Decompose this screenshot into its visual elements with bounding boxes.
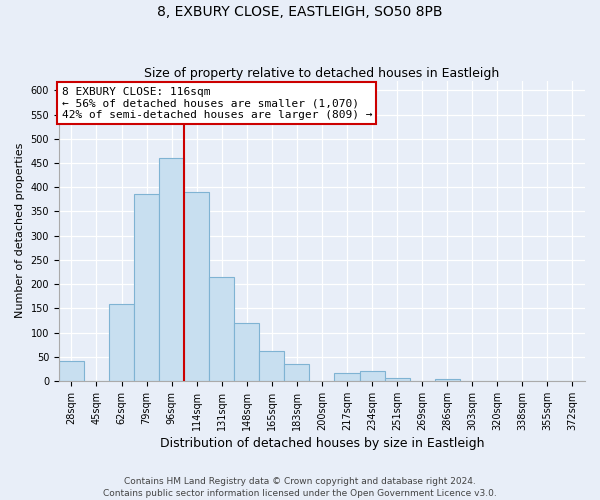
Text: 8 EXBURY CLOSE: 116sqm
← 56% of detached houses are smaller (1,070)
42% of semi-: 8 EXBURY CLOSE: 116sqm ← 56% of detached… [62,86,372,120]
Bar [59,360,84,381]
Bar [434,378,460,381]
Bar [385,378,410,381]
Bar [184,192,209,381]
Bar [134,194,159,381]
Bar [284,364,310,381]
Text: 8, EXBURY CLOSE, EASTLEIGH, SO50 8PB: 8, EXBURY CLOSE, EASTLEIGH, SO50 8PB [157,5,443,19]
Text: Contains HM Land Registry data © Crown copyright and database right 2024.
Contai: Contains HM Land Registry data © Crown c… [103,476,497,498]
Bar [159,158,184,381]
Bar [359,372,385,381]
Bar [259,351,284,381]
Title: Size of property relative to detached houses in Eastleigh: Size of property relative to detached ho… [145,66,500,80]
Bar [109,304,134,381]
X-axis label: Distribution of detached houses by size in Eastleigh: Distribution of detached houses by size … [160,437,484,450]
Y-axis label: Number of detached properties: Number of detached properties [15,143,25,318]
Bar [209,277,234,381]
Bar [234,323,259,381]
Bar [334,372,359,381]
